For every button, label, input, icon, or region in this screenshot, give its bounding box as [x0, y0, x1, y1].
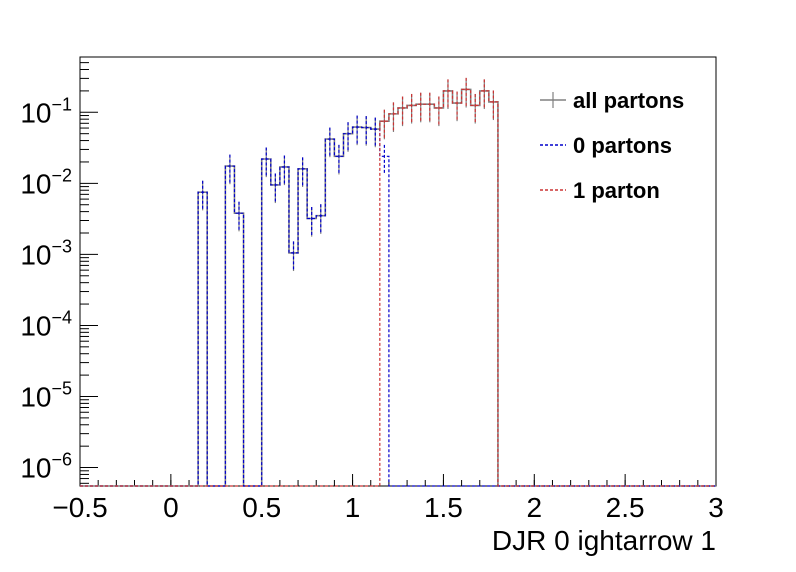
y-tick-exponent: −5 — [51, 378, 72, 398]
y-tick-base: 10 — [20, 97, 51, 128]
y-minor-ticks — [80, 62, 89, 484]
x-tick-label: −0.5 — [52, 492, 107, 523]
series-1-parton — [80, 77, 716, 487]
x-tick-label: 2 — [526, 492, 542, 523]
legend-label: 1 parton — [573, 178, 660, 203]
y-tick-exponent: −2 — [51, 165, 72, 185]
x-tick-label: 1 — [345, 492, 361, 523]
x-axis-ticks: −0.5 0 0.5 1 1.5 2 2.5 3 — [52, 474, 724, 523]
x-tick-label: 3 — [708, 492, 724, 523]
y-tick-label: 10−5 — [20, 378, 72, 412]
y-tick-base: 10 — [20, 239, 51, 270]
y-tick-exponent: −4 — [51, 307, 72, 327]
y-tick-label: 10−2 — [20, 165, 72, 199]
y-tick-label: 10−1 — [20, 94, 72, 128]
y-tick-exponent: −3 — [51, 236, 72, 256]
x-axis-title: DJR 0 ightarrow 1 — [492, 525, 716, 556]
y-tick-exponent: −6 — [51, 450, 72, 470]
y-tick-label: 10−3 — [20, 236, 72, 270]
y-tick-base: 10 — [20, 168, 51, 199]
y-tick-base: 10 — [20, 310, 51, 341]
x-tick-label: 0.5 — [242, 492, 281, 523]
x-tick-label: 2.5 — [606, 492, 645, 523]
y-tick-label: 10−4 — [20, 307, 72, 341]
y-tick-exponent: −1 — [51, 94, 72, 114]
y-tick-base: 10 — [20, 453, 51, 484]
y-tick-base: 10 — [20, 381, 51, 412]
series-line — [80, 88, 716, 487]
legend-label: all partons — [573, 88, 684, 113]
plot-frame — [79, 56, 717, 487]
series-layer — [80, 77, 716, 487]
y-axis-ticks: 10−610−510−410−310−210−1 — [20, 94, 98, 484]
x-tick-label: 1.5 — [424, 492, 463, 523]
legend: all partons 0 partons 1 parton — [540, 88, 684, 203]
x-tick-label: 0 — [163, 492, 179, 523]
legend-label: 0 partons — [573, 133, 672, 158]
y-tick-label: 10−6 — [20, 450, 72, 484]
series-line — [80, 126, 716, 487]
series-0-partons — [80, 115, 716, 487]
